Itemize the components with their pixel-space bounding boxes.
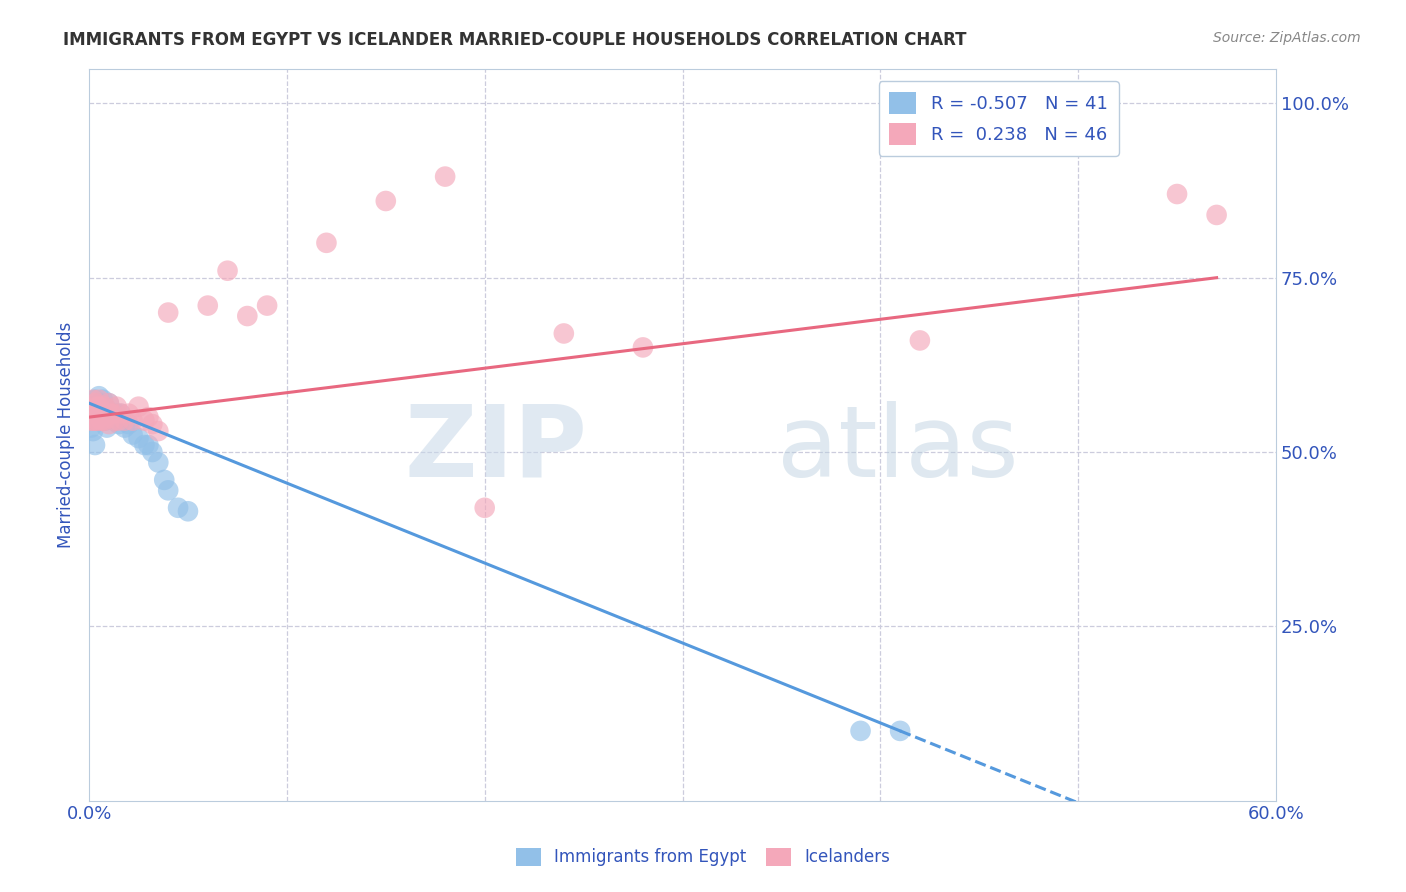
Point [217, 263, 239, 277]
Point [86, 400, 108, 414]
Point [148, 455, 170, 469]
Point [87, 389, 110, 403]
Point [374, 194, 396, 208]
Point [104, 414, 127, 428]
Point [96, 420, 118, 434]
Point [107, 417, 129, 431]
Point [84, 407, 107, 421]
Point [138, 438, 160, 452]
Point [128, 431, 150, 445]
Point [1166, 187, 1188, 202]
Point [114, 414, 136, 428]
Point [84, 392, 107, 407]
Point [101, 407, 124, 421]
Text: ZIP: ZIP [405, 401, 588, 498]
Point [87, 403, 110, 417]
Point [90, 414, 112, 428]
Point [128, 400, 150, 414]
Point [84, 438, 107, 452]
Point [94, 400, 117, 414]
Point [91, 414, 114, 428]
Point [849, 723, 872, 738]
Text: Source: ZipAtlas.com: Source: ZipAtlas.com [1213, 31, 1361, 45]
Point [138, 410, 160, 425]
Point [86, 414, 108, 428]
Point [86, 414, 108, 428]
Point [236, 309, 259, 323]
Point [100, 407, 122, 421]
Point [197, 299, 219, 313]
Point [94, 414, 117, 428]
Y-axis label: Married-couple Households: Married-couple Households [58, 321, 75, 548]
Point [167, 500, 190, 515]
Point [96, 407, 118, 421]
Point [105, 400, 128, 414]
Point [256, 299, 278, 313]
Point [97, 417, 120, 431]
Point [104, 414, 127, 428]
Point [148, 424, 170, 438]
Point [84, 396, 107, 410]
Point [631, 340, 654, 354]
Point [153, 473, 176, 487]
Point [110, 407, 132, 421]
Point [157, 305, 180, 319]
Point [87, 392, 110, 407]
Point [107, 414, 129, 428]
Point [141, 417, 163, 431]
Point [553, 326, 575, 341]
Point [87, 414, 110, 428]
Point [889, 723, 911, 738]
Point [110, 407, 132, 421]
Point [82, 400, 104, 414]
Point [91, 392, 114, 407]
Point [1205, 208, 1227, 222]
Point [80, 403, 103, 417]
Point [82, 424, 104, 438]
Point [80, 407, 103, 421]
Text: atlas: atlas [778, 401, 1019, 498]
Point [90, 396, 112, 410]
Point [96, 403, 118, 417]
Point [121, 414, 143, 428]
Point [87, 400, 110, 414]
Point [100, 407, 122, 421]
Legend: R = -0.507   N = 41, R =  0.238   N = 46: R = -0.507 N = 41, R = 0.238 N = 46 [879, 81, 1119, 156]
Point [134, 414, 156, 428]
Point [91, 407, 114, 421]
Point [315, 235, 337, 250]
Point [94, 414, 117, 428]
Point [117, 407, 139, 421]
Point [91, 414, 114, 428]
Point [105, 407, 128, 421]
Point [114, 420, 136, 434]
Point [84, 414, 107, 428]
Point [80, 420, 103, 434]
Point [97, 396, 120, 410]
Point [80, 414, 103, 428]
Point [157, 483, 180, 498]
Point [117, 417, 139, 431]
Point [134, 438, 156, 452]
Point [177, 504, 200, 518]
Point [908, 334, 931, 348]
Point [90, 414, 112, 428]
Point [82, 414, 104, 428]
Point [474, 500, 496, 515]
Point [97, 396, 120, 410]
Point [94, 400, 117, 414]
Point [82, 392, 104, 407]
Point [434, 169, 457, 184]
Point [141, 445, 163, 459]
Legend: Immigrants from Egypt, Icelanders: Immigrants from Egypt, Icelanders [509, 841, 897, 873]
Text: IMMIGRANTS FROM EGYPT VS ICELANDER MARRIED-COUPLE HOUSEHOLDS CORRELATION CHART: IMMIGRANTS FROM EGYPT VS ICELANDER MARRI… [63, 31, 967, 49]
Point [101, 407, 124, 421]
Point [121, 427, 143, 442]
Point [86, 396, 108, 410]
